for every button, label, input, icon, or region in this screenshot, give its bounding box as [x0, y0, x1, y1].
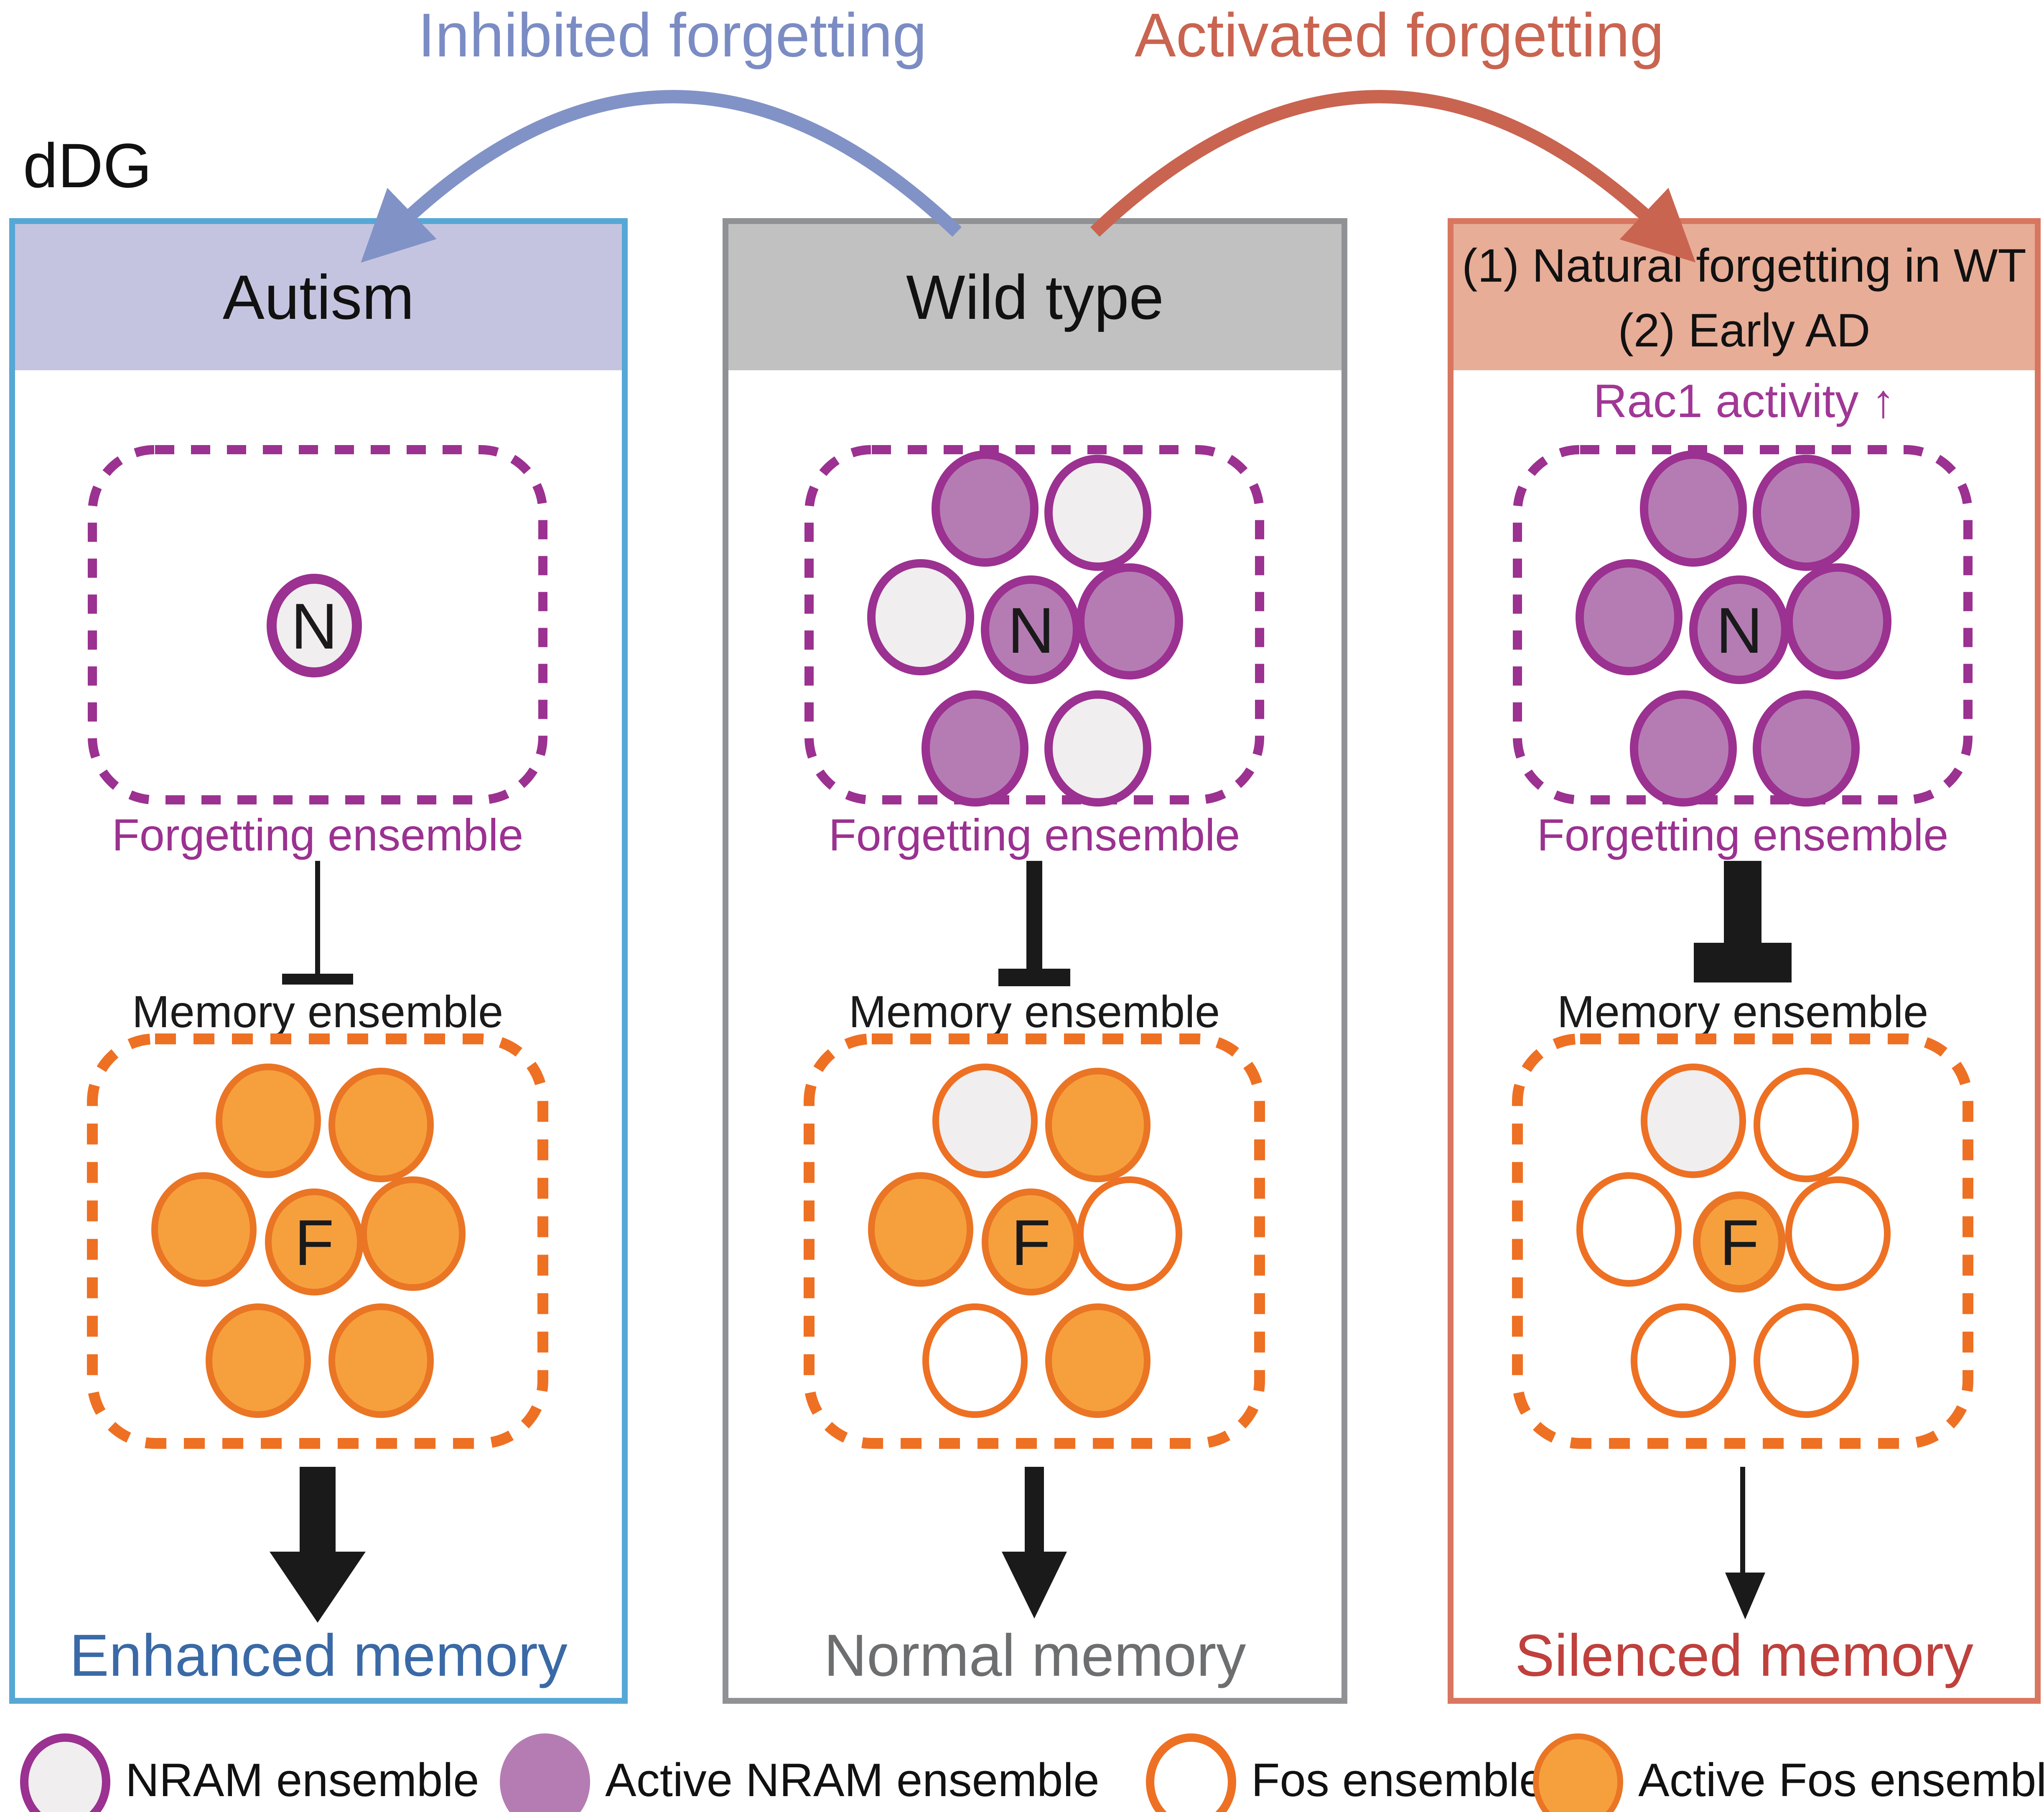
nram-dashed-box — [804, 445, 1264, 804]
neuron-letter-N: N — [291, 590, 338, 662]
panel-ad-title-line1: (1) Natural forgetting in WT — [1462, 239, 2026, 292]
fos-dashed-box — [804, 1033, 1265, 1449]
nram-dashed-box — [1513, 445, 1973, 804]
active-nram-neuron — [1576, 559, 1683, 675]
outcome-arrow-head-wild-type — [1002, 1552, 1067, 1619]
active-fos-neuron — [982, 1188, 1080, 1295]
forgetting-ensemble-label-wild-type: Forgetting ensemble — [828, 809, 1240, 860]
active-fos-neuron — [360, 1176, 466, 1291]
outcome-arrow-head-ad — [1725, 1573, 1765, 1619]
inhibition-tbar-line-ad — [1724, 861, 1761, 944]
neuron-letter-F: F — [295, 1206, 334, 1279]
outcome-label-wild-type: Normal memory — [824, 1622, 1246, 1689]
memory-ensemble-wild-type: F — [804, 1033, 1265, 1449]
active-fos-neuron — [151, 1172, 257, 1287]
fos-dashed-box — [87, 1033, 548, 1449]
fos-neuron — [1077, 1176, 1182, 1291]
fos-neuron — [922, 1303, 1028, 1418]
active-fos-neuron — [206, 1303, 311, 1418]
active-fos-neuron — [216, 1064, 321, 1178]
fos-neuron — [932, 1064, 1038, 1178]
panel-ad-title-line2: (2) Early AD — [1618, 304, 1871, 356]
active-nram-neuron — [1753, 455, 1860, 571]
legend-swatch-active-nram-ensemble — [500, 1733, 590, 1812]
panel-wild-type-title: Wild type — [906, 262, 1164, 332]
legend-label-active-fos-ensemble: Active Fos ensemble — [1638, 1754, 2044, 1806]
forgetting-ensemble-label-ad: Forgetting ensemble — [1537, 809, 1949, 860]
legend-label-fos-ensemble: Fos ensemble — [1251, 1754, 1545, 1806]
memory-ensemble-autism: F — [87, 1033, 548, 1449]
outcome-arrow-head-autism — [270, 1552, 366, 1623]
fos-neuron — [1631, 1303, 1736, 1418]
panel-ad-header: (1) Natural forgetting in WT (2) Early A… — [1453, 224, 2035, 370]
active-fos-neuron — [1045, 1068, 1151, 1182]
active-nram-neuron — [1076, 563, 1183, 680]
memory-ensemble-ad: F — [1512, 1033, 1973, 1449]
panel-ad-title: (1) Natural forgetting in WT (2) Early A… — [1453, 224, 2035, 363]
memory-ensemble-label-ad: Memory ensemble — [1557, 986, 1929, 1037]
fos-neuron — [1754, 1303, 1859, 1418]
nram-neuron — [267, 574, 362, 677]
activated-forgetting-arc — [1090, 90, 1696, 262]
neuron-letter-F: F — [1011, 1206, 1051, 1279]
rac1-activity-label: Rac1 activity ↑ — [1593, 375, 1895, 427]
active-nram-neuron — [1784, 563, 1891, 680]
neuron-letter-N: N — [1008, 594, 1054, 667]
active-nram-neuron — [1753, 690, 1860, 807]
inhibition-tbar-ad — [1694, 943, 1792, 982]
active-nram-neuron — [1630, 690, 1737, 807]
outcome-label-autism: Enhanced memory — [69, 1622, 568, 1689]
fos-neuron — [1641, 1064, 1746, 1178]
region-label: dDG — [23, 130, 152, 201]
nram-neuron — [1044, 690, 1151, 807]
panel-autism-header: Autism — [15, 224, 622, 370]
outcome-label-ad: Silenced memory — [1515, 1622, 1973, 1689]
panel-autism-title: Autism — [222, 262, 415, 332]
inhibition-tbar-autism — [282, 974, 353, 985]
inhibited-forgetting-label: Inhibited forgetting — [418, 1, 927, 70]
activated-forgetting-label: Activated forgetting — [1135, 1, 1664, 70]
memory-ensemble-label-autism: Memory ensemble — [132, 986, 504, 1037]
forgetting-ensemble-ad: N — [1513, 445, 1973, 807]
nram-neuron — [867, 559, 974, 675]
forgetting-ensemble-label-autism: Forgetting ensemble — [112, 809, 524, 860]
legend-swatch-nram-ensemble — [20, 1733, 110, 1812]
nram-neuron — [1044, 455, 1151, 571]
legend-label-nram-ensemble: NRAM ensemble — [125, 1754, 479, 1806]
active-fos-neuron — [328, 1068, 434, 1182]
outcome-arrow-shaft-wild-type — [1025, 1467, 1044, 1552]
panel-wild-type-header: Wild type — [728, 224, 1341, 370]
fos-neuron — [1785, 1176, 1891, 1291]
memory-ensemble-label-wild-type: Memory ensemble — [848, 986, 1220, 1037]
active-fos-neuron — [868, 1172, 973, 1287]
legend-swatch-fos-ensemble — [1146, 1733, 1236, 1812]
active-nram-neuron — [921, 690, 1028, 807]
active-nram-neuron — [1640, 450, 1747, 567]
fos-neuron — [1754, 1068, 1859, 1182]
inhibition-tbar-line-autism — [315, 861, 320, 975]
inhibition-tbar-line-wild-type — [1026, 861, 1042, 970]
outcome-arrow-shaft-ad — [1740, 1467, 1745, 1573]
inhibited-forgetting-arc — [361, 90, 962, 263]
forgetting-ensemble-wild-type: N — [804, 445, 1264, 807]
active-fos-neuron — [1045, 1303, 1151, 1418]
neuron-letter-N: N — [1716, 594, 1763, 667]
fos-dashed-box — [1512, 1033, 1973, 1449]
forgetting-ensemble-autism: N — [88, 445, 547, 804]
active-fos-neuron — [265, 1188, 364, 1295]
legend-swatch-active-fos-ensemble — [1533, 1733, 1623, 1812]
outcome-arrow-shaft-autism — [300, 1467, 336, 1552]
legend-label-active-nram-ensemble: Active NRAM ensemble — [605, 1754, 1100, 1806]
neuron-letter-F: F — [1720, 1206, 1759, 1279]
active-fos-neuron — [1693, 1191, 1786, 1293]
active-nram-neuron — [932, 450, 1039, 567]
fos-neuron — [1576, 1172, 1682, 1287]
nram-dashed-box — [88, 445, 547, 804]
inhibition-tbar-wild-type — [998, 969, 1070, 986]
active-fos-neuron — [328, 1303, 434, 1418]
